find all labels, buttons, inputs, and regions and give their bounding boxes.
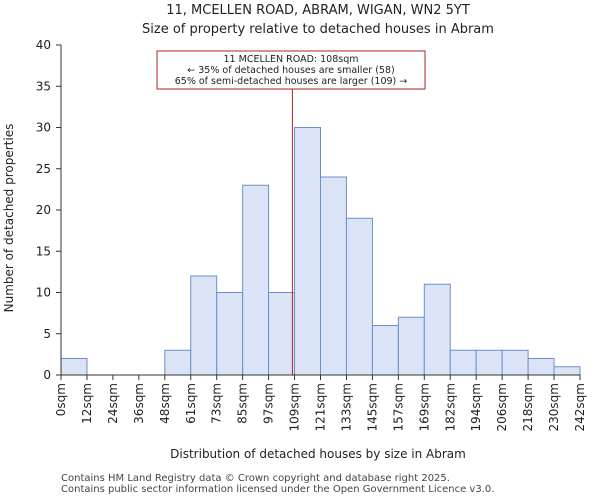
annotation-line-3: 65% of semi-detached houses are larger (… xyxy=(175,76,408,87)
x-tick-label: 194sqm xyxy=(469,383,483,431)
x-tick-label: 61sqm xyxy=(184,383,198,424)
histogram-chart: 11, MCELLEN ROAD, ABRAM, WIGAN, WN2 5YT … xyxy=(2,3,587,461)
histogram-bar xyxy=(553,366,581,376)
histogram-bar xyxy=(242,184,270,376)
x-tick-label: 145sqm xyxy=(365,383,379,431)
x-tick-label: 182sqm xyxy=(443,383,457,431)
y-tick-label: 10 xyxy=(36,286,51,300)
x-tick-label: 12sqm xyxy=(80,383,94,424)
annotation-line-1: 11 MCELLEN ROAD: 108sqm xyxy=(224,54,359,65)
histogram-bar xyxy=(371,325,399,376)
y-tick-label: 0 xyxy=(43,368,51,382)
x-tick-label: 230sqm xyxy=(547,383,561,431)
histogram-bar xyxy=(164,349,192,376)
annotation-line-2: ← 35% of detached houses are smaller (58… xyxy=(187,65,394,76)
x-tick-label: 24sqm xyxy=(106,383,120,424)
y-axis-label: Number of detached properties xyxy=(2,124,16,313)
x-tick-label: 109sqm xyxy=(288,383,302,431)
histogram-bar xyxy=(397,316,425,376)
x-tick-label: 0sqm xyxy=(54,383,68,416)
marker-annotation: 11 MCELLEN ROAD: 108sqm ← 35% of detache… xyxy=(156,50,426,90)
x-tick-label: 97sqm xyxy=(262,383,276,424)
footer-line-2: Contains public sector information licen… xyxy=(61,484,495,495)
histogram-bar xyxy=(423,283,451,376)
y-tick-label: 20 xyxy=(36,203,51,217)
x-tick-label: 218sqm xyxy=(521,383,535,431)
y-tick-label: 15 xyxy=(36,244,51,258)
histogram-bar xyxy=(294,127,321,376)
y-tick-label: 30 xyxy=(36,121,51,135)
histogram-bar xyxy=(501,349,529,376)
histogram-bar xyxy=(60,358,88,376)
histogram-bar xyxy=(449,349,477,376)
x-tick-label: 242sqm xyxy=(573,383,587,431)
bars xyxy=(60,127,581,376)
x-tick-label: 73sqm xyxy=(210,383,224,424)
x-tick-label: 121sqm xyxy=(314,383,328,431)
x-tick-label: 206sqm xyxy=(495,383,509,431)
x-tick-label: 169sqm xyxy=(417,383,431,431)
x-tick-label: 85sqm xyxy=(236,383,250,424)
axes xyxy=(60,45,580,376)
histogram-bar xyxy=(268,292,296,376)
histogram-bar xyxy=(475,349,503,376)
chart-subtitle: Size of property relative to detached ho… xyxy=(142,22,494,37)
histogram-bar xyxy=(527,358,555,376)
histogram-bar xyxy=(190,275,218,376)
histogram-bar xyxy=(345,217,373,376)
y-tick-label: 40 xyxy=(36,38,51,52)
annotation-box xyxy=(156,50,426,90)
x-tick-label: 36sqm xyxy=(132,383,146,424)
y-tick-label: 5 xyxy=(43,327,51,341)
chart-title: 11, MCELLEN ROAD, ABRAM, WIGAN, WN2 5YT xyxy=(166,3,470,18)
x-tick-label: 133sqm xyxy=(339,383,353,431)
y-tick-label: 25 xyxy=(36,162,51,176)
histogram-bar xyxy=(216,292,244,376)
x-ticks: 0sqm 12sqm 24sqm 36sqm 48sqm 61sqm 73sqm 85sqm 9… xyxy=(54,375,587,431)
histogram-bar xyxy=(320,176,347,376)
x-tick-label: 48sqm xyxy=(158,383,172,424)
footer-line-1: Contains HM Land Registry data © Crown c… xyxy=(61,473,450,484)
y-ticks: 0 5 10 15 20 25 30 35 40 xyxy=(36,38,61,382)
y-tick-label: 35 xyxy=(36,79,51,93)
x-tick-label: 157sqm xyxy=(391,383,405,431)
x-axis-label: Distribution of detached houses by size … xyxy=(170,447,466,461)
